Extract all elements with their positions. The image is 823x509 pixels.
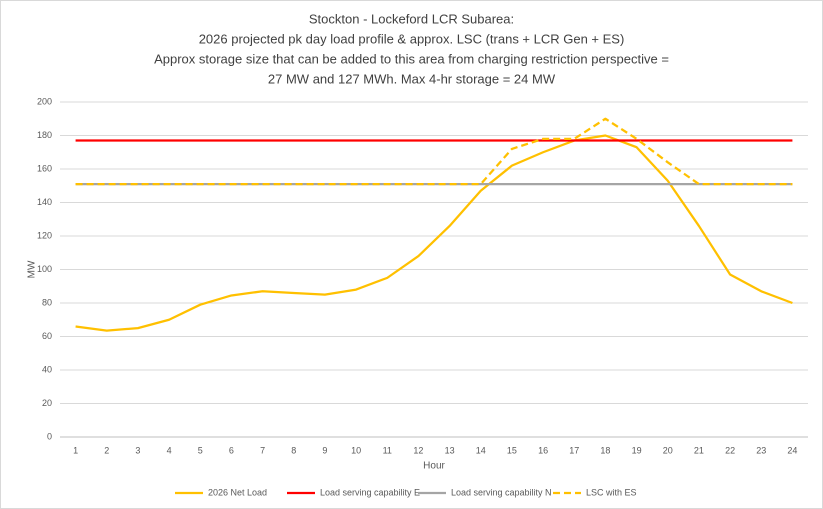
x-tick-label: 24 <box>787 445 797 455</box>
y-axis-title: MW <box>27 260 38 278</box>
x-tick-label: 15 <box>507 445 517 455</box>
chart-title: 27 MW and 127 MWh. Max 4-hr storage = 24… <box>268 71 556 86</box>
x-tick-label: 11 <box>383 445 392 455</box>
x-tick-label: 17 <box>569 445 579 455</box>
y-tick-label: 60 <box>42 331 52 341</box>
chart-title: Approx storage size that can be added to… <box>154 51 669 66</box>
x-axis-title: Hour <box>423 461 445 472</box>
x-tick-label: 6 <box>229 445 234 455</box>
x-tick-label: 10 <box>351 445 361 455</box>
x-tick-label: 1 <box>73 445 78 455</box>
x-tick-label: 4 <box>167 445 172 455</box>
x-tick-label: 5 <box>198 445 203 455</box>
x-tick-label: 3 <box>135 445 140 455</box>
x-tick-label: 21 <box>694 445 704 455</box>
y-tick-label: 200 <box>37 96 52 106</box>
y-tick-label: 0 <box>47 431 52 441</box>
series-line <box>75 134 793 332</box>
x-tick-label: 2 <box>104 445 109 455</box>
legend-label: LSC with ES <box>586 487 637 497</box>
series-line <box>75 117 793 186</box>
x-tick-label: 13 <box>445 445 455 455</box>
legend-label: Load serving capability E <box>320 487 420 497</box>
y-tick-label: 180 <box>37 130 52 140</box>
y-tick-label: 160 <box>37 163 52 173</box>
x-tick-label: 22 <box>725 445 735 455</box>
x-tick-label: 18 <box>600 445 610 455</box>
y-tick-label: 100 <box>37 264 52 274</box>
x-tick-label: 14 <box>476 445 486 455</box>
y-tick-label: 140 <box>37 197 52 207</box>
x-tick-label: 19 <box>632 445 642 455</box>
legend-label: Load serving capability N <box>451 487 552 497</box>
x-tick-label: 9 <box>322 445 327 455</box>
y-tick-label: 120 <box>37 230 52 240</box>
chart-title: Stockton - Lockeford LCR Subarea: <box>309 11 514 26</box>
x-tick-label: 8 <box>291 445 296 455</box>
y-tick-label: 40 <box>42 364 52 374</box>
legend-label: 2026 Net Load <box>208 487 267 497</box>
chart-title: 2026 projected pk day load profile & app… <box>199 31 625 46</box>
x-tick-label: 16 <box>538 445 548 455</box>
x-tick-label: 23 <box>756 445 766 455</box>
y-tick-label: 20 <box>42 398 52 408</box>
x-tick-label: 20 <box>663 445 673 455</box>
x-tick-label: 12 <box>413 445 423 455</box>
x-tick-label: 7 <box>260 445 265 455</box>
y-tick-label: 80 <box>42 297 52 307</box>
